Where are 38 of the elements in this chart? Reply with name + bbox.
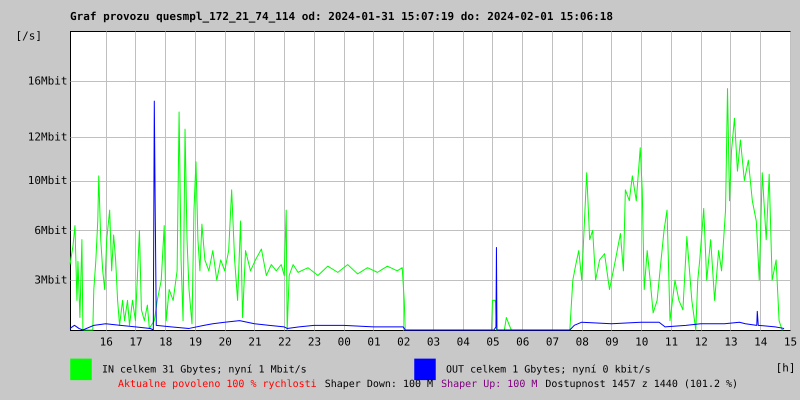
x-tick-label: 08	[576, 336, 589, 348]
x-tick-label: 23	[308, 336, 322, 348]
x-tick-label: 19	[188, 336, 202, 348]
x-tick-label: 09	[605, 336, 619, 348]
text: Aktualne povoleno 100 % rychlosti	[118, 379, 317, 390]
x-tick-label: 12	[694, 336, 708, 348]
x-tick-label: 04	[456, 336, 470, 348]
legend-label: OUT celkem 1 Gbytes; nyní 0 kbit/s	[446, 364, 651, 376]
x-tick-label: 10	[635, 336, 648, 348]
text: Shaper Down: 100 M	[324, 379, 434, 390]
x-tick-label: 07	[546, 336, 560, 348]
x-tick-label: 16	[100, 336, 113, 348]
y-tick-label: 10Mbit	[28, 174, 68, 187]
x-tick-label: 00	[338, 336, 351, 348]
x-tick-label: 15	[784, 336, 798, 348]
x-tick-label: 03	[426, 336, 440, 348]
x-tick-label: 06	[516, 336, 530, 348]
x-tick-label: 02	[397, 336, 410, 348]
x-tick-label: 11	[664, 336, 678, 348]
x-axis-title: [h]	[776, 362, 796, 374]
chart-title: Graf provozu quesmpl_172_21_74_114 od: 2024-01-31 15:07:19 do: 2024-02-01 15:06:18	[70, 10, 614, 23]
x-tick-label: 21	[248, 336, 262, 348]
x-tick-label: 14	[754, 336, 768, 348]
y-axis-title: [/s]	[16, 30, 42, 42]
y-tick-label: 6Mbit	[34, 224, 68, 237]
text: Dostupnost 1457 z 1440 (101.2 %)	[545, 379, 738, 390]
x-tick-label: 17	[129, 336, 143, 348]
x-tick-label: 20	[218, 336, 232, 348]
text: Shaper Up: 100 M	[441, 379, 538, 390]
y-tick-label: 16Mbit	[28, 74, 68, 88]
y-tick-label: 3Mbit	[34, 274, 68, 287]
x-tick-label: 01	[367, 336, 381, 348]
x-tick-label: 22	[278, 336, 292, 348]
legend-label: IN celkem 31 Gbytes; nyní 1 Mbit/s	[102, 364, 307, 376]
x-tick-label: 13	[724, 336, 738, 348]
x-tick-label: 18	[159, 336, 172, 348]
y-tick-label: 12Mbit	[28, 130, 68, 144]
x-tick-label: 05	[486, 336, 500, 348]
